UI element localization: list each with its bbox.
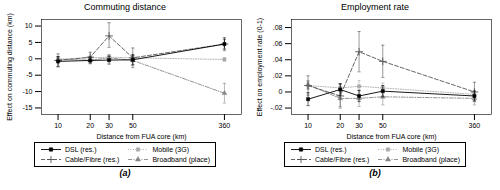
svg-text:10: 10	[304, 122, 312, 129]
html-text:Cable/Fibre (res.): Cable/Fibre (res.)	[65, 156, 120, 163]
html-text:Broadband (place): Broadband (place)	[152, 156, 210, 163]
svg-text:20: 20	[86, 122, 94, 129]
svg-text:.08: .08	[273, 24, 283, 31]
svg-text:Effect on commuting distance (: Effect on commuting distance (km)	[6, 13, 14, 121]
svg-text:30: 30	[355, 122, 363, 129]
svg-text:.04: .04	[273, 56, 283, 63]
svg-text:.06: .06	[273, 40, 283, 47]
svg-text:-15: -15	[22, 104, 32, 111]
svg-text:20: 20	[336, 122, 344, 129]
svg-text:30: 30	[105, 122, 113, 129]
svg-text:50: 50	[129, 122, 137, 129]
svg-text:Effect on employment rate (0-1: Effect on employment rate (0-1)	[256, 18, 264, 116]
html-text:Employment rate: Employment rate	[341, 2, 409, 12]
svg-text:360: 360	[219, 122, 231, 129]
html-text:DSL (res.): DSL (res.)	[65, 146, 97, 153]
svg-text:.02: .02	[273, 72, 283, 79]
svg-text:50: 50	[379, 122, 387, 129]
html-text:DSL (res.): DSL (res.)	[315, 146, 347, 153]
html-text:Mobile (3G): Mobile (3G)	[402, 146, 439, 153]
svg-text:0: 0	[29, 55, 33, 62]
svg-text:Distance from FUA core (km): Distance from FUA core (km)	[96, 133, 186, 141]
svg-text:-10: -10	[22, 88, 32, 95]
html-text:(a): (a)	[119, 168, 131, 178]
html-text:Cable/Fibre (res.): Cable/Fibre (res.)	[315, 156, 370, 163]
html-text:Broadband (place): Broadband (place)	[402, 156, 460, 163]
svg-text:Distance from FUA core (km): Distance from FUA core (km)	[346, 133, 436, 141]
svg-text:10: 10	[54, 122, 62, 129]
html-text:Mobile (3G): Mobile (3G)	[152, 146, 189, 153]
svg-text:-.02: -.02	[270, 104, 282, 111]
html-text:(b): (b)	[369, 168, 381, 178]
svg-text:-5: -5	[26, 71, 32, 78]
svg-text:0: 0	[279, 88, 283, 95]
svg-text:10: 10	[25, 22, 33, 29]
svg-text:360: 360	[469, 122, 481, 129]
svg-text:5: 5	[29, 39, 33, 46]
html-text:Commuting distance: Commuting distance	[84, 2, 166, 12]
